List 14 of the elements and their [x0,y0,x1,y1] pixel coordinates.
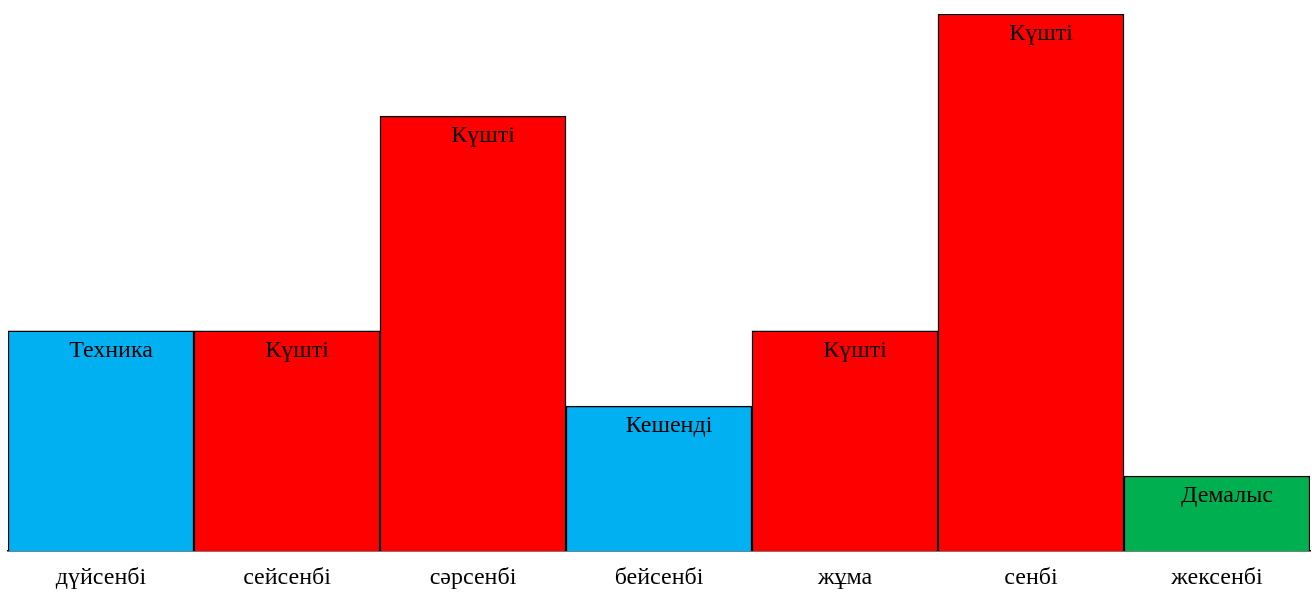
annotation: Күшті [823,336,888,363]
annotation: Кешенді [625,411,713,438]
annotation: Демалыс [1181,481,1273,508]
annotation: Күшті [451,121,516,148]
x-tick-label: жұма [816,562,873,589]
x-tick-label: сейсенбі [243,562,332,589]
annotation: Техника [69,336,154,363]
annotation: Күшті [265,336,330,363]
annotation: Күшті [1009,19,1074,46]
x-tick-label: жексенбі [1170,562,1263,589]
x-tick-label: сәрсенбі [429,562,517,589]
x-tick-label: сенбі [1004,562,1058,589]
x-tick-label: бейсенбі [614,562,704,589]
x-tick-label: дүйсенбі [55,562,147,589]
